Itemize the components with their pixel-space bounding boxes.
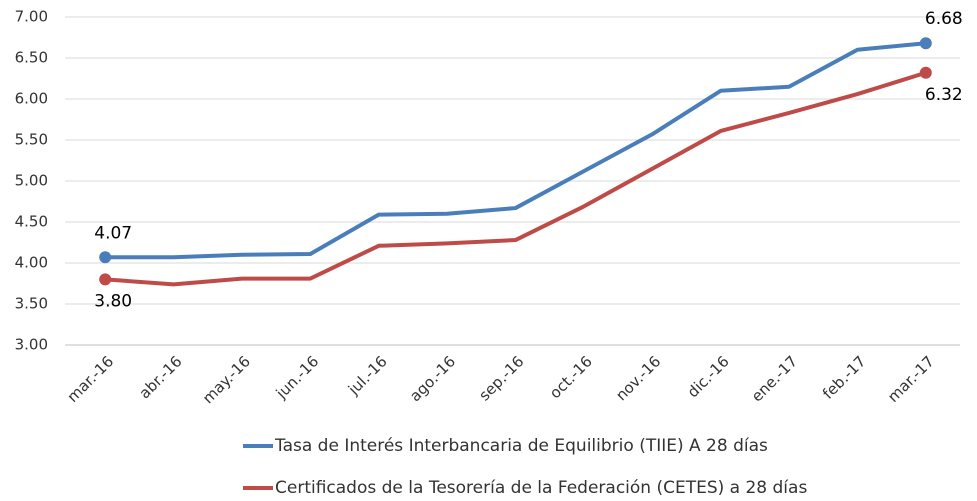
x-tick-label: ago.-16 — [406, 352, 459, 405]
y-tick-label: 4.50 — [15, 213, 48, 231]
point-marker — [919, 37, 932, 50]
x-tick-label: dic.-16 — [684, 352, 733, 401]
point-marker — [99, 251, 112, 264]
data-label: 3.80 — [94, 291, 132, 311]
legend-label: Certificados de la Tesorería de la Feder… — [275, 478, 807, 498]
data-label: 6.32 — [925, 85, 963, 105]
x-tick-label: nov.-16 — [612, 352, 664, 404]
y-tick-label: 5.00 — [15, 172, 48, 190]
x-tick-label: ene.-17 — [748, 352, 801, 405]
y-tick-label: 4.00 — [15, 254, 48, 272]
point-marker — [99, 273, 112, 286]
x-tick-label: oct.-16 — [546, 352, 596, 402]
x-tick-label: feb.-17 — [819, 352, 869, 402]
x-tick-label: jun.-16 — [272, 352, 323, 403]
y-tick-label: 5.50 — [15, 131, 48, 149]
data-label: 6.68 — [925, 9, 963, 29]
point-marker — [919, 66, 932, 79]
x-tick-label: mar.-16 — [64, 352, 118, 406]
y-tick-label: 6.00 — [15, 90, 48, 108]
y-tick-label: 6.50 — [15, 49, 48, 67]
x-tick-label: jul.-16 — [344, 352, 391, 399]
legend-label: Tasa de Interés Interbancaria de Equilib… — [274, 436, 768, 456]
y-tick-label: 7.00 — [15, 8, 48, 26]
series-line — [105, 70, 927, 287]
x-tick-label: abr.-16 — [136, 352, 186, 402]
y-tick-label: 3.50 — [15, 295, 48, 313]
y-tick-label: 3.00 — [15, 336, 48, 354]
x-tick-label: mar.-17 — [884, 352, 938, 406]
x-tick-label: sep.-16 — [475, 352, 527, 404]
x-tick-label: may.-16 — [199, 352, 254, 407]
data-label: 4.07 — [94, 223, 132, 243]
series-line — [105, 41, 926, 260]
